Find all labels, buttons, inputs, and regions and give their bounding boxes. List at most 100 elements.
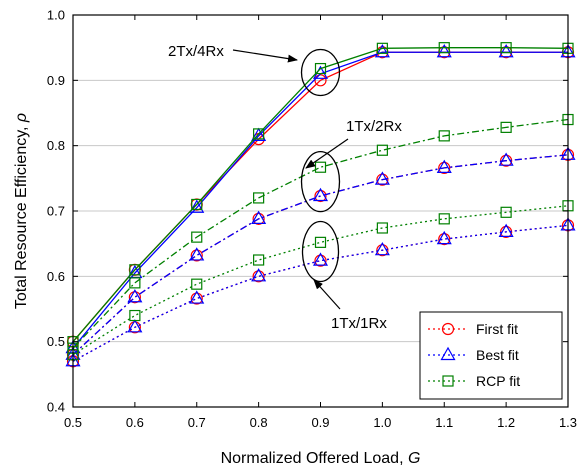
data-point-triangle (189, 199, 205, 213)
annotation-label: 2Tx/4Rx (168, 43, 224, 60)
data-point-square (376, 144, 388, 156)
data-point-triangle (498, 152, 514, 166)
data-point-square (191, 198, 203, 211)
data-point-square (253, 254, 265, 266)
data-point-square (253, 192, 265, 204)
data-point-triangle (127, 289, 143, 303)
data-point-triangle (312, 252, 329, 266)
x-tick-label: 1.3 (559, 415, 577, 430)
data-point-square (129, 309, 141, 322)
data-point-circle (128, 291, 141, 304)
data-point-circle (252, 270, 265, 283)
series-1tx-1rx-rcp-fit (67, 200, 574, 361)
series-2tx-4rx-rcp-fit (67, 42, 574, 348)
series-1tx-2rx-best-fit (65, 146, 576, 360)
data-point-square (129, 277, 141, 289)
data-point-circle (438, 232, 451, 246)
annotation-label: 1Tx/1Rx (331, 315, 387, 332)
data-point-triangle (251, 210, 267, 224)
data-point-square (314, 62, 327, 75)
data-point-triangle (498, 223, 514, 238)
legend: First fit Best fit RCP fit (419, 311, 563, 400)
legend-label: Best fit (476, 347, 519, 363)
series-line (72, 154, 569, 356)
data-point-circle (314, 189, 327, 203)
data-point-circle (376, 244, 389, 257)
data-point-square (500, 42, 512, 54)
y-tick-label: 0.9 (47, 73, 65, 88)
data-point-circle (252, 212, 265, 225)
data-point-square (500, 206, 512, 218)
data-point-circle (441, 322, 455, 336)
data-point-square (376, 42, 388, 54)
data-point-circle (314, 254, 327, 267)
legend-item: First fit (428, 321, 518, 337)
axis-ticks: 0.5 0.6 0.7 0.8 0.9 1.0 1.1 1.2 1.30.40.50.60.70… (47, 8, 577, 431)
data-point-triangle (312, 187, 329, 202)
y-tick-label: 0.7 (47, 204, 65, 219)
data-point-square (253, 128, 265, 140)
data-point-square (376, 222, 388, 234)
data-point-triangle (436, 159, 452, 173)
data-point-square (129, 264, 141, 276)
data-point-square (438, 42, 450, 54)
y-tick-label: 0.4 (47, 400, 65, 415)
x-tick-label: 0.9 (311, 415, 329, 430)
data-point-square (314, 236, 327, 248)
data-point-square (438, 213, 450, 225)
data-point-square (191, 278, 203, 290)
data-point-triangle (189, 247, 205, 261)
series-line (72, 47, 569, 343)
data-point-triangle (436, 230, 452, 245)
annotations: 2Tx/4Rx 1Tx/2Rx 1Tx/1Rx (168, 43, 402, 332)
series-line (72, 224, 569, 362)
x-tick-label: 1.2 (497, 415, 515, 430)
x-tick-label: 0.7 (188, 415, 206, 430)
annotation-ellipse (300, 48, 341, 97)
series-2tx-4rx-best-fit (65, 44, 576, 354)
legend-item: Best fit (428, 346, 519, 363)
data-point-square (500, 121, 512, 133)
data-point-square (191, 231, 203, 243)
x-tick-label: 1.1 (435, 415, 453, 430)
x-tick-label: 1.0 (373, 415, 391, 430)
legend-label: First fit (476, 321, 518, 337)
annotation-label: 1Tx/2Rx (346, 118, 402, 135)
series-2tx-4rx-first-fit (66, 46, 575, 348)
legend-item: RCP fit (428, 373, 520, 389)
data-point-triangle (189, 290, 205, 304)
y-axis-label: Total Resource Efficiency, ρ (13, 113, 30, 309)
x-axis-label: Normalized Offered Load, G (221, 450, 421, 467)
annotation-ellipse (301, 220, 340, 283)
annotation-arrow (313, 279, 341, 310)
data-point-circle (190, 292, 203, 305)
annotation-arrow (232, 49, 298, 63)
data-point-circle (128, 321, 141, 334)
annotation-arrow (305, 138, 349, 169)
x-axis-label-text: Normalized Offered Load, (221, 450, 408, 467)
series-1tx-2rx-rcp-fit (67, 113, 574, 354)
x-tick-label: 0.8 (250, 415, 268, 430)
y-tick-label: 0.6 (47, 269, 65, 284)
x-axis-label-variable: G (408, 450, 420, 467)
data-point-circle (314, 74, 327, 87)
data-point-triangle (374, 44, 390, 58)
series-line (72, 118, 569, 349)
y-tick-label: 0.5 (47, 334, 65, 349)
data-point-triangle (374, 171, 390, 185)
annotation-ellipse (300, 150, 341, 213)
data-point-circle (438, 161, 451, 174)
data-point-triangle (440, 346, 456, 361)
data-point-square (438, 130, 450, 142)
y-tick-label: 0.8 (47, 138, 65, 153)
y-axis-label-variable: ρ (13, 113, 30, 123)
y-tick-label: 1.0 (47, 8, 65, 23)
data-point-circle (190, 249, 203, 262)
data-point-square (314, 161, 327, 173)
x-tick-label: 0.5 (64, 415, 82, 430)
data-point-triangle (127, 319, 143, 333)
data-point-square (442, 375, 454, 387)
series-group (65, 42, 576, 368)
data-point-circle (376, 173, 389, 186)
